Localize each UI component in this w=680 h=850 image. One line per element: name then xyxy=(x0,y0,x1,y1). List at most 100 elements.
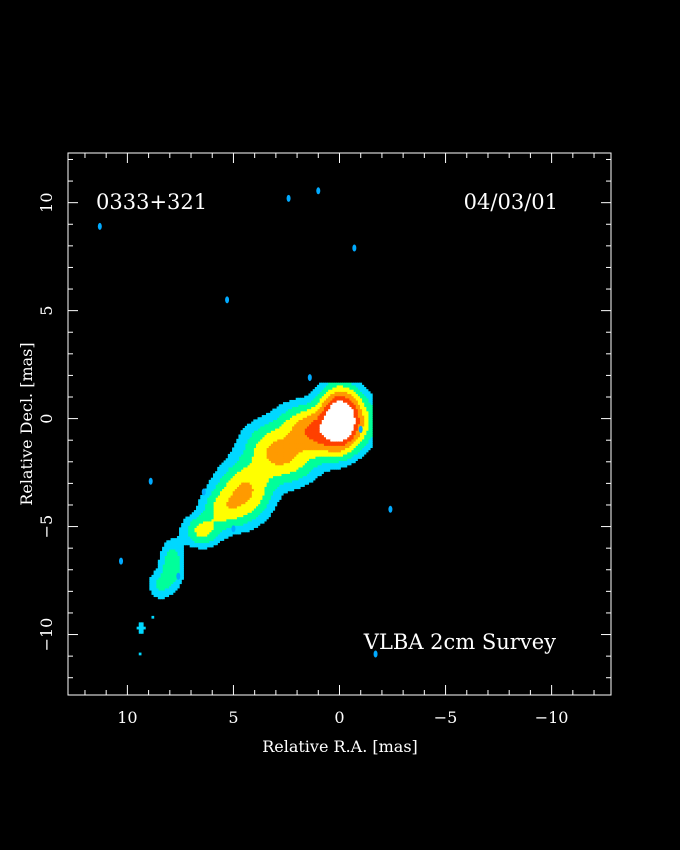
intensity-pixel xyxy=(238,456,242,459)
intensity-pixel xyxy=(361,393,365,397)
intensity-pixel xyxy=(212,523,216,526)
intensity-pixel xyxy=(369,404,373,408)
intensity-pixel xyxy=(229,490,233,494)
intensity-pixel xyxy=(200,546,203,550)
intensity-pixel xyxy=(333,386,337,390)
y-tick-label: −10 xyxy=(37,618,56,652)
intensity-pixel xyxy=(340,449,343,453)
intensity-pixel xyxy=(225,535,229,539)
intensity-pixel xyxy=(365,419,369,423)
intensity-pixel xyxy=(357,395,360,399)
intensity-pixel xyxy=(249,484,252,487)
intensity-pixel xyxy=(225,529,229,533)
intensity-pixel xyxy=(316,397,320,401)
intensity-pixel xyxy=(323,391,327,395)
intensity-pixel xyxy=(232,447,235,451)
intensity-pixel xyxy=(272,447,276,451)
intensity-pixel xyxy=(352,389,356,392)
intensity-pixel xyxy=(314,412,318,416)
intensity-pixel xyxy=(240,510,244,513)
intensity-pixel xyxy=(293,404,297,408)
intensity-pixel xyxy=(193,523,197,526)
intensity-pixel xyxy=(223,471,227,474)
intensity-pixel xyxy=(323,453,327,457)
intensity-pixel xyxy=(285,410,288,414)
intensity-pixel xyxy=(223,488,227,492)
intensity-pixel xyxy=(193,512,197,515)
intensity-pixel xyxy=(157,592,161,595)
intensity-pixel xyxy=(242,525,246,528)
intensity-pixel xyxy=(299,410,303,414)
intensity-pixel xyxy=(336,397,339,401)
intensity-pixel xyxy=(333,445,337,449)
intensity-pixel xyxy=(227,494,231,498)
intensity-pixel xyxy=(276,445,280,449)
intensity-pixel xyxy=(219,492,223,496)
intensity-pixel xyxy=(253,451,257,455)
intensity-pixel xyxy=(282,412,286,416)
intensity-pixel xyxy=(295,419,299,423)
intensity-pixel xyxy=(268,482,271,485)
intensity-pixel xyxy=(312,393,316,397)
intensity-pixel xyxy=(274,471,278,474)
intensity-pixel xyxy=(151,583,155,587)
intensity-pixel xyxy=(350,445,354,449)
intensity-pixel xyxy=(268,499,271,503)
intensity-pixel xyxy=(325,415,329,418)
intensity-pixel xyxy=(164,585,167,589)
intensity-pixel xyxy=(225,471,229,474)
intensity-pixel xyxy=(350,404,354,408)
intensity-pixel xyxy=(306,399,310,403)
intensity-pixel xyxy=(331,428,335,431)
intensity-pixel xyxy=(333,428,337,431)
intensity-pixel xyxy=(270,458,273,462)
intensity-pixel xyxy=(306,436,310,440)
intensity-pixel xyxy=(244,501,248,505)
intensity-pixel xyxy=(278,484,282,487)
intensity-pixel xyxy=(219,510,223,513)
intensity-pixel xyxy=(314,469,318,472)
intensity-pixel xyxy=(274,432,278,436)
intensity-pixel xyxy=(189,544,193,548)
intensity-pixel xyxy=(246,460,250,464)
intensity-pixel xyxy=(297,440,301,444)
intensity-pixel xyxy=(206,525,210,528)
intensity-pixel xyxy=(293,415,297,418)
intensity-pixel xyxy=(285,421,288,425)
intensity-pixel xyxy=(340,419,343,423)
intensity-pixel xyxy=(259,443,263,446)
intensity-pixel xyxy=(238,447,242,451)
intensity-pixel xyxy=(287,447,290,451)
intensity-pixel xyxy=(333,402,337,405)
intensity-pixel xyxy=(312,475,316,479)
intensity-pixel xyxy=(251,516,254,520)
intensity-pixel xyxy=(287,440,290,444)
intensity-pixel xyxy=(251,494,254,498)
intensity-pixel xyxy=(329,421,333,425)
intensity-pixel xyxy=(310,430,314,433)
intensity-pixel xyxy=(336,389,339,392)
intensity-pixel xyxy=(278,469,282,472)
intensity-pixel xyxy=(302,440,305,444)
intensity-pixel xyxy=(350,408,354,412)
intensity-pixel xyxy=(181,572,184,576)
intensity-pixel xyxy=(274,423,278,427)
intensity-pixel xyxy=(221,466,225,470)
intensity-pixel xyxy=(319,473,322,477)
intensity-pixel xyxy=(297,464,301,468)
intensity-pixel xyxy=(244,438,248,442)
intensity-pixel xyxy=(268,473,271,477)
intensity-pixel xyxy=(314,406,318,410)
intensity-pixel xyxy=(285,415,288,418)
intensity-pixel xyxy=(306,421,310,425)
intensity-pixel xyxy=(285,488,288,492)
intensity-pixel xyxy=(266,460,269,464)
intensity-pixel xyxy=(291,412,295,416)
intensity-pixel xyxy=(253,419,257,423)
intensity-pixel xyxy=(242,428,246,431)
intensity-pixel xyxy=(363,399,367,403)
intensity-pixel xyxy=(289,475,293,479)
intensity-pixel xyxy=(348,408,352,412)
intensity-pixel xyxy=(327,462,331,466)
intensity-pixel xyxy=(310,440,314,444)
